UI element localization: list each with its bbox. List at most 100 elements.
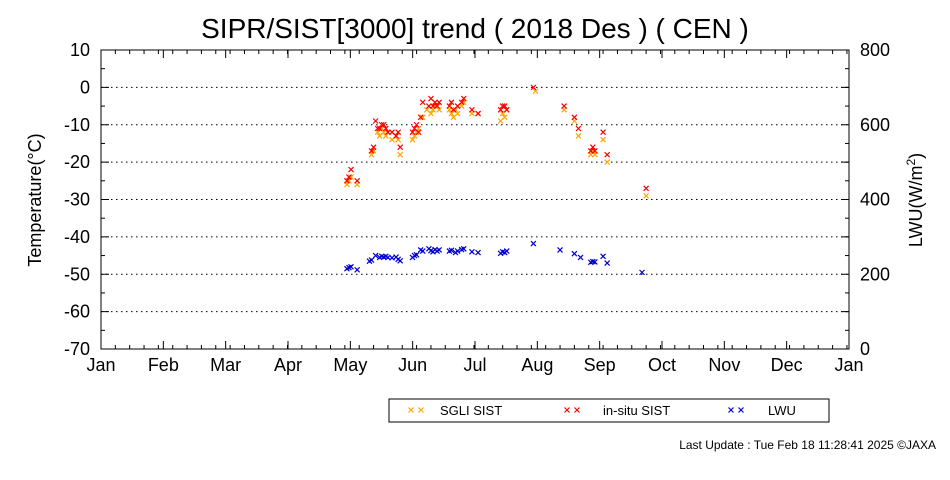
lwu-point [436,247,443,253]
in-situ-sist-point [448,99,455,106]
y-tick-label: -10 [64,115,90,135]
sgli-sist-point [643,192,650,199]
sgli-sist-point [575,133,582,139]
x-tick-label: Mar [210,355,241,375]
legend-label-in-situ-sist: in-situ SIST [603,403,670,418]
in-situ-sist-point [575,125,582,132]
in-situ-sist-point [368,147,375,154]
y-tick-label: -70 [64,339,90,359]
legend-marker-in-situ-sist [564,407,570,413]
in-situ-sist-point [571,114,578,121]
x-tick-label: Aug [521,355,553,375]
lwu-point [419,248,426,255]
sgli-sist-point [532,88,539,95]
lwu-point [577,254,584,261]
in-situ-sist-point [354,177,361,184]
lwu-point [604,260,611,266]
in-situ-sist-point [413,121,420,128]
chart-title: SIPR/SIST[3000] trend ( 2018 Des ) ( CEN… [201,13,749,44]
x-tick-label: May [333,355,367,375]
lwu-point [557,247,563,253]
in-situ-sist-point [395,129,402,136]
lwu-point [589,258,596,265]
in-situ-sist-point [372,118,379,124]
sgli-sist-point [395,136,402,143]
lwu-point [571,250,578,257]
x-tick-label: Dec [771,355,803,375]
y2-tick-label: 400 [860,190,890,210]
legend-box [388,398,830,423]
lwu-point [475,249,481,256]
in-situ-sist-point [469,106,475,113]
in-situ-sist-point [589,144,596,151]
y-tick-label: -30 [64,190,90,210]
in-situ-sist-point [380,121,387,128]
lwu-point [530,240,537,247]
lwu-point [348,263,354,270]
x-tick-label: Jun [398,355,427,375]
in-situ-sist-point [604,151,611,158]
in-situ-sist-point [458,99,465,106]
sgli-sist-point [604,159,611,166]
x-tick-label: Oct [648,355,676,375]
y2-tick-label: 0 [860,339,870,359]
in-situ-sist-point [417,114,424,121]
lwu-point [591,258,598,265]
y2-tick-label: 600 [860,115,890,135]
lwu-point [454,248,461,255]
sgli-sist-point [382,133,389,139]
in-situ-sist-point [397,144,404,151]
lwu-point [448,247,455,254]
x-tick-label: Apr [274,355,302,375]
last-update-text: Last Update : Tue Feb 18 11:28:41 2025 ©… [679,438,936,452]
y-axis-label: Temperature(°C) [25,133,45,266]
in-situ-sist-point [434,103,441,109]
lwu-point [460,245,467,252]
in-situ-sist-point [503,106,510,113]
sgli-sist-point [428,110,434,117]
in-situ-sist-point [600,129,607,136]
in-situ-sist-point [415,129,422,136]
legend-marker-sgli-sist [418,407,424,413]
in-situ-sist-point [343,177,350,184]
legend-label-lwu: LWU [768,403,796,418]
legend-marker-lwu [738,407,744,413]
x-tick-label: Jul [463,355,486,375]
lwu-point [368,257,375,263]
sgli-sist-point [436,106,443,113]
lwu-point [469,248,475,255]
sgli-sist-point [419,114,426,121]
in-situ-sist-point [561,103,568,109]
in-situ-sist-point [591,147,598,154]
legend-label-sgli-sist: SGLI SIST [440,403,502,418]
sgli-sist-point [397,151,404,158]
in-situ-sist-point [346,174,352,180]
in-situ-sist-point [393,133,400,139]
sgli-sist-point [600,136,607,143]
in-situ-sist-point [436,99,443,106]
y2-tick-label: 800 [860,40,890,60]
legend-marker-sgli-sist [408,407,414,413]
in-situ-sist-point [501,103,508,109]
lwu-point [354,266,361,273]
y-tick-label: -20 [64,152,90,172]
in-situ-sist-point [382,125,389,132]
in-situ-sist-point [643,185,650,192]
in-situ-sist-point [409,129,416,136]
lwu-point [503,248,510,255]
in-situ-sist-point [530,84,537,91]
lwu-point [413,251,420,258]
in-situ-sist-point [475,110,481,117]
sgli-sist-point [452,106,459,113]
lwu-point [397,257,404,264]
sgli-sist-point [501,114,508,121]
legend-marker-lwu [728,407,734,413]
x-tick-label: Sep [584,355,616,375]
in-situ-sist-point [370,144,377,151]
sgli-sist-point [409,136,416,143]
y-tick-label: -60 [64,302,90,322]
y-tick-label: 10 [70,40,90,60]
y2-tick-label: 200 [860,264,890,284]
lwu-point [639,269,645,276]
